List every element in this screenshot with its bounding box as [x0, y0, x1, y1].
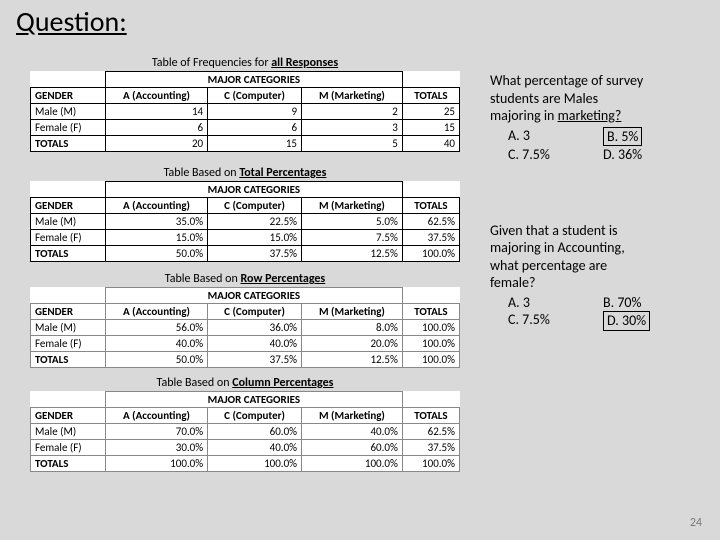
- question-2: Given that a student is majoring in Acco…: [490, 222, 705, 331]
- table-row: Male (M)149225: [31, 104, 460, 120]
- total-pct-table: MAJOR CATEGORIES GENDER A (Accounting) C…: [30, 181, 460, 262]
- answer-c[interactable]: C. 7.5%: [508, 146, 603, 164]
- table-row: Female (F)66315: [31, 120, 460, 136]
- table-row: Female (F)40.0%40.0%20.0%100.0%: [31, 336, 460, 352]
- answer-c[interactable]: C. 7.5%: [508, 311, 603, 331]
- q1-answers: A. 3 B. 5% C. 7.5% D. 36%: [508, 127, 705, 164]
- table-row: TOTALS100.0%100.0%100.0%100.0%: [31, 456, 460, 472]
- col-table-title: Table Based on Column Percentages: [30, 376, 460, 390]
- answer-b[interactable]: B. 5%: [603, 127, 698, 147]
- question-1: What percentage of survey students are M…: [490, 72, 705, 164]
- q2-answers: A. 3 B. 70% C. 7.5% D. 30%: [508, 294, 705, 331]
- answer-b[interactable]: B. 70%: [603, 294, 698, 312]
- tables-column: Table of Frequencies for all Responses M…: [30, 50, 460, 472]
- col-pct-table: MAJOR CATEGORIES GENDER A (Accounting) C…: [30, 391, 460, 472]
- table-row: Female (F)30.0%40.0%60.0%37.5%: [31, 440, 460, 456]
- table-row: TOTALS2015540: [31, 136, 460, 152]
- row-pct-table: MAJOR CATEGORIES GENDER A (Accounting) C…: [30, 287, 460, 368]
- total-table-title: Table Based on Total Percentages: [30, 166, 460, 180]
- table-row: TOTALS50.0%37.5%12.5%100.0%: [31, 352, 460, 368]
- table-row: Male (M)56.0%36.0%8.0%100.0%: [31, 320, 460, 336]
- freq-table-title: Table of Frequencies for all Responses: [30, 56, 460, 70]
- answer-a[interactable]: A. 3: [508, 127, 603, 147]
- freq-table: MAJOR CATEGORIES GENDER A (Accounting) C…: [30, 71, 460, 152]
- row-table-title: Table Based on Row Percentages: [30, 272, 460, 286]
- q1-text: What percentage of survey students are M…: [490, 72, 705, 125]
- table-row: Male (M)35.0%22.5%5.0%62.5%: [31, 214, 460, 230]
- answer-a[interactable]: A. 3: [508, 294, 603, 312]
- table-row: Male (M)70.0%60.0%40.0%62.5%: [31, 424, 460, 440]
- table-row: Female (F)15.0%15.0%7.5%37.5%: [31, 230, 460, 246]
- q2-text: Given that a student is majoring in Acco…: [490, 222, 705, 292]
- table-row: TOTALS50.0%37.5%12.5%100.0%: [31, 246, 460, 262]
- answer-d[interactable]: D. 36%: [603, 146, 698, 164]
- page-number: 24: [690, 516, 702, 530]
- questions-column: What percentage of survey students are M…: [490, 72, 705, 331]
- page-title: Question:: [0, 0, 720, 41]
- answer-d[interactable]: D. 30%: [603, 311, 698, 331]
